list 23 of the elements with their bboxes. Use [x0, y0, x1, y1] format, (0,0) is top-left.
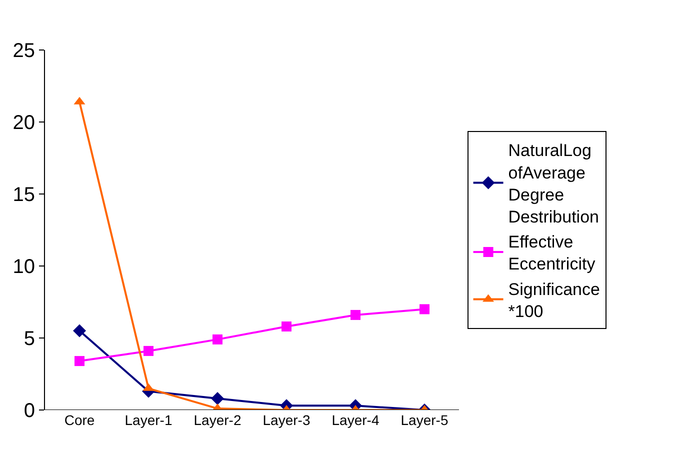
x-tick-label: Core: [64, 412, 95, 428]
y-tick-label: 10: [12, 256, 35, 278]
x-tick-label: Layer-5: [400, 412, 448, 428]
y-tick-label: 15: [12, 184, 35, 206]
x-tick-label: Layer-1: [124, 412, 172, 428]
point: [73, 324, 86, 338]
point: [350, 310, 360, 320]
legend-label: NaturalLog ofAverage Degree Destribution: [508, 141, 599, 226]
y-tick-label: 0: [24, 400, 35, 422]
x-tick-label: Layer-4: [332, 412, 380, 428]
x-tick-label: Layer-3: [262, 412, 310, 428]
legend-label: Effective Eccentricity: [508, 232, 596, 274]
y-tick-label: 25: [12, 40, 35, 62]
y-tick-label: 20: [12, 112, 35, 134]
y-tick-label: 5: [24, 328, 35, 350]
point: [212, 334, 222, 344]
point: [282, 321, 292, 332]
point: [420, 304, 430, 314]
legend-label: Significance *100: [508, 280, 600, 321]
point: [144, 346, 154, 356]
x-tick-label: Layer-2: [194, 412, 242, 428]
point: [211, 392, 224, 405]
point: [74, 356, 84, 366]
